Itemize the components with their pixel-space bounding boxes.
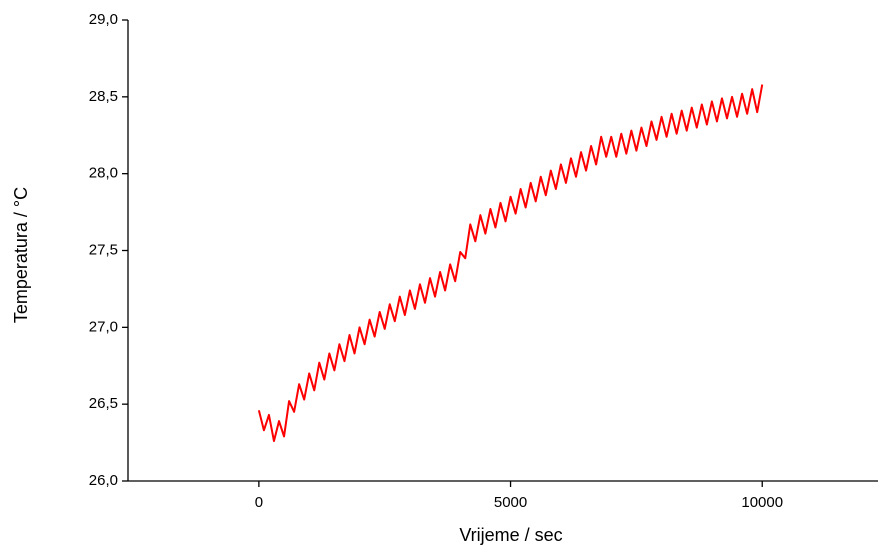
y-tick-label: 27,5 — [89, 241, 118, 258]
y-tick-label: 27,0 — [89, 318, 118, 335]
data-line — [257, 84, 764, 443]
x-axis-title: Vrijeme / sec — [459, 525, 562, 545]
y-axis-title: Temperatura / °C — [11, 187, 31, 323]
x-tick-label: 10000 — [741, 494, 783, 511]
y-tick-label: 26,0 — [89, 472, 118, 489]
x-tick-label: 5000 — [494, 494, 527, 511]
y-tick-label: 26,5 — [89, 395, 118, 412]
y-tick-label: 28,5 — [89, 88, 118, 105]
x-tick-label: 0 — [255, 494, 263, 511]
y-tick-label: 29,0 — [89, 11, 118, 28]
y-tick-label: 28,0 — [89, 165, 118, 182]
